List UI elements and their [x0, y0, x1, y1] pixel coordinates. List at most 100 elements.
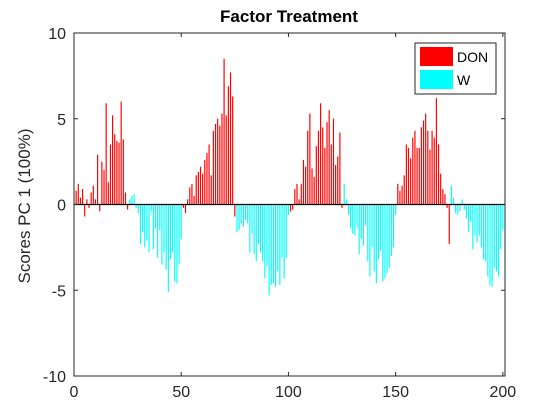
bar-w-89 [264, 204, 266, 279]
x-tick-label: 150 [382, 384, 409, 401]
bar-don-115 [320, 103, 322, 205]
bar-don-13 [101, 161, 103, 205]
bar-don-107 [302, 159, 305, 205]
bar-don-60 [202, 173, 204, 205]
bar-w-41 [161, 204, 163, 265]
bar-don-23 [122, 139, 124, 205]
bar-don-70 [223, 58, 225, 205]
bar-w-30 [137, 204, 139, 214]
bar-don-5 [84, 204, 86, 217]
bar-w-84 [253, 204, 255, 255]
bar-w-32 [142, 204, 144, 232]
bar-don-14 [103, 170, 105, 205]
bar-don-101 [289, 204, 292, 212]
bar-don-125 [341, 204, 343, 208]
bar-don-6 [86, 199, 88, 205]
bar-w-85 [255, 204, 257, 262]
bar-w-178 [455, 204, 457, 214]
bar-w-127 [345, 199, 347, 205]
x-tick-label: 100 [275, 384, 302, 401]
bar-w-42 [163, 204, 165, 253]
bar-don-71 [225, 115, 227, 205]
bar-don-162 [420, 127, 422, 205]
y-tick-label: -5 [52, 283, 66, 300]
chart-title: Factor Treatment [220, 7, 358, 26]
bar-w-91 [268, 204, 270, 296]
bar-w-179 [457, 204, 459, 215]
bar-don-168 [433, 137, 435, 205]
bar-w-80 [244, 204, 247, 220]
bar-w-35 [148, 204, 150, 253]
bar-w-48 [176, 204, 178, 284]
bar-w-183 [465, 204, 467, 219]
bar-don-118 [326, 122, 328, 205]
bar-w-126 [343, 183, 345, 205]
bar-w-44 [167, 204, 169, 292]
bar-don-159 [414, 130, 416, 205]
bar-w-100 [287, 204, 290, 215]
bar-don-63 [208, 144, 210, 205]
bar-w-197 [495, 204, 498, 272]
bar-w-43 [165, 204, 167, 270]
bar-w-90 [266, 204, 268, 267]
bar-w-142 [377, 204, 380, 260]
bar-w-137 [367, 204, 369, 262]
bar-don-164 [425, 113, 427, 205]
bar-don-21 [118, 142, 120, 205]
bar-w-49 [178, 204, 180, 265]
bar-w-86 [257, 204, 259, 244]
bar-don-157 [410, 158, 412, 205]
bar-don-65 [212, 130, 214, 205]
bar-don-56 [193, 195, 195, 205]
bar-don-66 [214, 123, 217, 205]
bar-don-153 [401, 185, 403, 205]
legend-swatch-don [420, 47, 453, 66]
bar-don-122 [335, 165, 337, 205]
bar-don-109 [307, 130, 309, 205]
bar-w-130 [352, 204, 354, 234]
bar-w-81 [247, 204, 249, 224]
bar-don-170 [437, 144, 440, 205]
bar-w-200 [502, 204, 504, 231]
bar-w-186 [472, 204, 474, 250]
x-tick-label: 200 [490, 384, 517, 401]
bar-w-133 [358, 204, 360, 255]
bar-w-188 [476, 204, 478, 243]
bar-w-99 [285, 204, 287, 258]
bar-w-29 [135, 204, 137, 208]
bar-w-198 [497, 204, 500, 277]
bar-w-194 [489, 204, 491, 286]
bar-w-83 [251, 204, 253, 234]
bar-don-22 [120, 101, 122, 205]
bar-don-4 [81, 189, 84, 205]
bar-don-55 [191, 183, 193, 205]
bar-w-148 [390, 204, 392, 256]
bar-don-69 [221, 113, 223, 205]
bar-w-177 [452, 197, 455, 205]
bar-don-67 [217, 118, 219, 205]
bar-don-161 [418, 147, 420, 205]
bar-w-147 [388, 204, 390, 268]
bar-don-173 [444, 194, 446, 205]
bar-w-31 [139, 204, 142, 244]
bar-don-113 [315, 146, 317, 205]
bar-don-119 [328, 110, 330, 205]
bar-w-40 [159, 204, 161, 231]
legend-label-don: DON [457, 49, 488, 65]
bar-w-27 [131, 195, 133, 205]
bar-don-58 [197, 171, 199, 205]
y-tick-label: 0 [57, 198, 66, 215]
bar-w-140 [373, 204, 375, 272]
bar-don-17 [109, 144, 112, 205]
legend-swatch-w [420, 70, 453, 89]
bar-don-163 [422, 120, 425, 205]
bar-don-174 [446, 204, 448, 208]
bar-w-79 [242, 204, 244, 227]
bar-don-68 [219, 125, 221, 205]
bar-w-82 [249, 204, 251, 253]
bar-don-3 [79, 197, 82, 205]
bar-don-116 [322, 127, 324, 205]
bar-don-61 [204, 159, 206, 205]
bar-don-24 [124, 192, 127, 205]
